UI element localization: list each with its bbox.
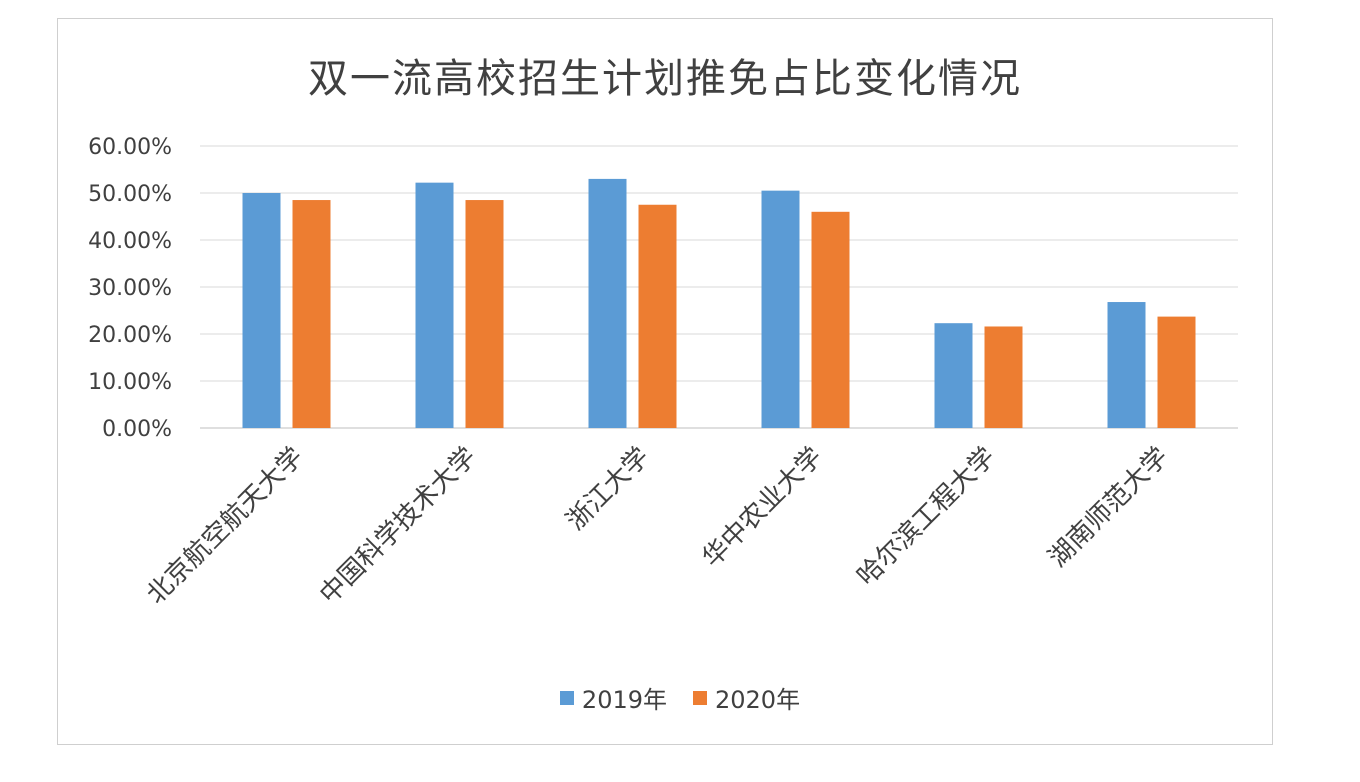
legend-label-2020: 2020年 [715, 686, 801, 714]
y-tick-label: 20.00% [88, 323, 172, 348]
y-tick-label: 10.00% [88, 370, 172, 395]
y-tick-label: 30.00% [88, 276, 172, 301]
x-tick-label: 湖南师范大学 [1043, 442, 1175, 574]
bar-2020 [638, 204, 677, 428]
legend-item-2020: 2020年 [693, 680, 800, 715]
chart-title: 双一流高校招生计划推免占比变化情况 [308, 56, 1022, 102]
y-tick-label: 50.00% [88, 182, 172, 207]
bar-2019 [1107, 302, 1146, 428]
legend-swatch-2020 [693, 690, 707, 705]
legend-swatch-2019 [559, 690, 574, 705]
bar-2020 [984, 326, 1023, 428]
y-tick-label: 40.00% [88, 229, 172, 254]
x-tick-label: 北京航空航天大学 [141, 442, 309, 610]
y-tick-label: 60.00% [88, 135, 172, 160]
bar-2020 [1157, 316, 1196, 428]
bar-2019 [242, 193, 281, 428]
bar-2019 [761, 190, 800, 428]
bar-2020 [465, 200, 504, 428]
legend: 2019年 2020年 [0, 680, 1360, 715]
bar-2019 [588, 178, 627, 428]
x-tick-label: 哈尔滨工程大学 [852, 442, 1002, 592]
bar-2019 [415, 182, 454, 428]
x-tick-label: 浙江大学 [561, 442, 656, 537]
bar-2019 [934, 323, 973, 428]
y-tick-label: 0.00% [102, 417, 172, 442]
legend-item-2019: 2019年 [559, 680, 667, 715]
bar-2020 [811, 211, 850, 428]
x-tick-label: 中国科学技术大学 [314, 442, 482, 610]
legend-label-2019: 2019年 [581, 686, 667, 714]
x-tick-label: 华中农业大学 [697, 442, 829, 574]
bar-2020 [292, 200, 331, 428]
